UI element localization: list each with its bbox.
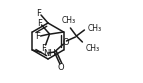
Text: O: O bbox=[58, 62, 64, 71]
Text: CH₃: CH₃ bbox=[61, 16, 76, 25]
Text: NH: NH bbox=[43, 48, 56, 58]
Text: F: F bbox=[41, 43, 46, 53]
Text: F: F bbox=[35, 32, 40, 41]
Text: O: O bbox=[62, 38, 69, 46]
Text: CH₃: CH₃ bbox=[87, 23, 102, 33]
Text: CH₃: CH₃ bbox=[85, 44, 100, 53]
Text: F: F bbox=[37, 8, 41, 18]
Text: F: F bbox=[37, 19, 42, 27]
